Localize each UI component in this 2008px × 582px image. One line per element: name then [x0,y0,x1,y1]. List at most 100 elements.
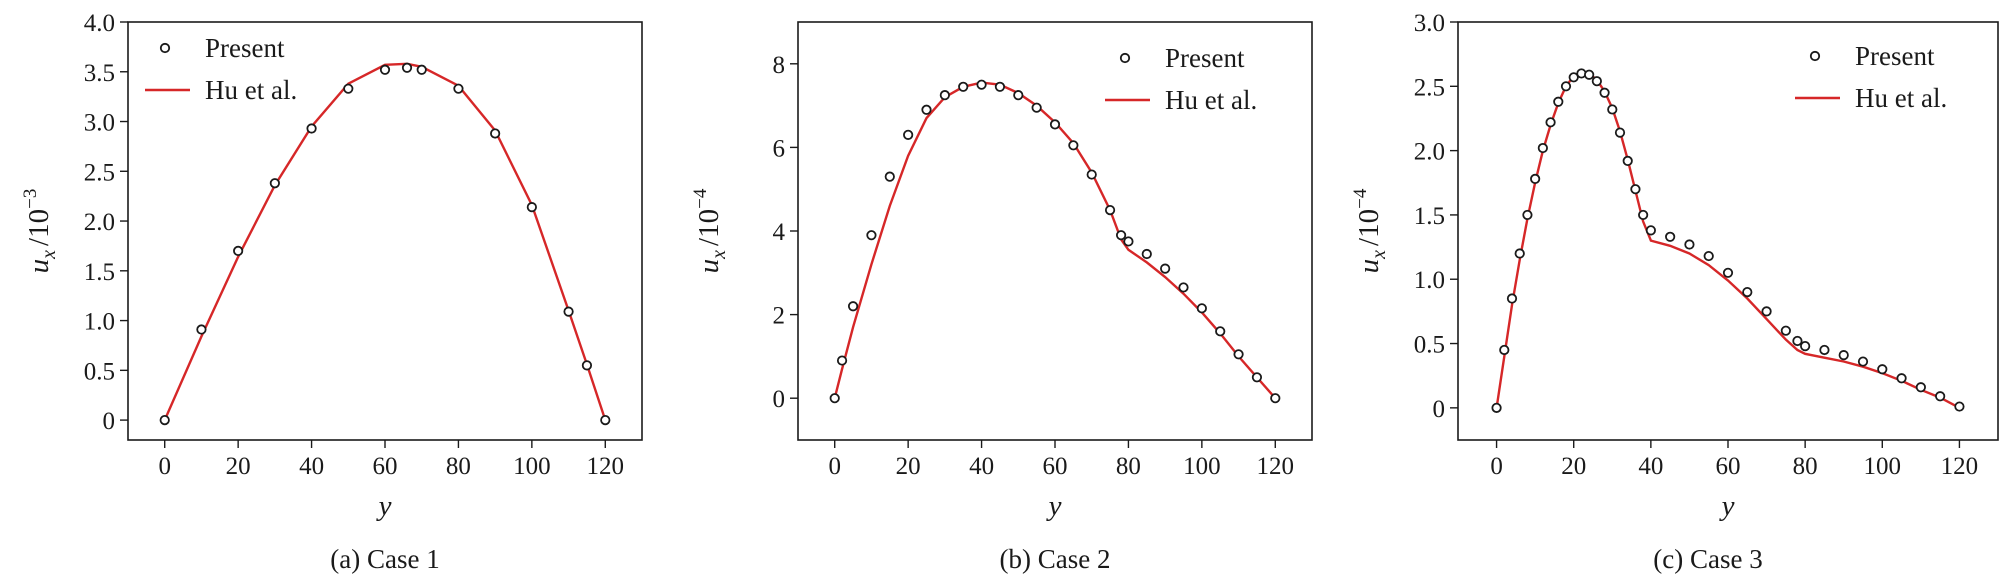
x-tick-label: 20 [226,453,251,480]
y-tick-label: 2.5 [84,159,115,186]
y-tick-label: 0 [773,386,786,413]
data-point-present [829,393,840,404]
data-point-present [1530,173,1541,185]
data-point-present [866,230,877,241]
x-tick-label: 60 [1716,453,1741,480]
data-point-present [884,171,895,182]
data-point-present [1780,325,1791,336]
y-axis-label-exponent: −4 [690,188,711,209]
data-point-present [921,104,932,115]
x-tick-label: 100 [1864,453,1902,480]
x-tick-label: 0 [1490,453,1503,480]
x-tick-label: 0 [158,453,171,480]
data-point-present [1665,231,1676,242]
data-point-present [958,81,969,92]
y-axis-label-unit: /10 [1353,209,1385,246]
data-point-present [1049,119,1061,130]
data-point-present [1622,155,1633,167]
y-tick-label: 0.5 [84,358,115,385]
data-point-present [379,64,391,75]
data-point-present [1491,402,1502,413]
legend-label: Hu et al. [205,75,297,105]
data-point-present [1160,263,1171,274]
data-point-present [1638,209,1649,221]
data-point-present [1251,372,1263,383]
data-point-present [401,62,413,73]
y-axis-label-subscript: x [1368,250,1390,260]
data-point-present [1178,282,1189,293]
y-tick-label: 1.0 [84,309,115,336]
data-point-present [306,123,317,134]
y-axis-label: ux/10−4 [1350,188,1390,273]
legend: Present Hu et al. [1105,43,1257,115]
data-point-present [196,324,207,335]
legend-marker-present [159,42,171,54]
y-tick-label: 1.5 [1414,203,1445,230]
data-point-present [1031,102,1042,113]
x-tick-label: 80 [1793,453,1818,480]
data-point-present [159,414,170,426]
data-point-present [1522,209,1533,221]
y-tick-label: 2 [773,303,786,330]
series-line-hu-et-al [163,62,607,421]
data-point-present [1568,72,1579,83]
data-point-present [1086,169,1097,180]
x-axis-label: y [376,490,392,522]
data-point-present [1584,69,1595,80]
series-line-hu-et-al [833,81,1277,399]
y-axis-label-exponent: −4 [1350,188,1371,209]
data-point-present [1499,344,1510,356]
data-point-present [1722,267,1734,278]
x-axis-label: y [1719,490,1735,522]
data-point-present [1068,140,1079,151]
y-tick-label: 3.5 [84,60,115,87]
y-tick-label: 8 [773,52,786,79]
data-point-present [1215,326,1226,337]
legend-label: Present [1855,41,1935,71]
legend-label: Present [205,33,285,63]
y-axis-label-subscript: x [708,250,730,260]
x-tick-label: 40 [1638,453,1663,480]
chart-panel-2: 0 20 40 60 80 100 120 0 2 4 6 8 y ux/10−4 Present Hu et… [690,21,1313,574]
y-tick-label: 2.0 [84,209,115,236]
data-point-present [1857,356,1869,367]
legend-marker-present [1119,52,1131,64]
data-point-present [1104,205,1116,216]
data-point-present [1819,344,1830,356]
panel-caption: (b) Case 2 [1000,544,1111,574]
data-point-present [1761,306,1772,317]
data-point-present [1792,335,1803,347]
legend-marker-present [1809,50,1821,62]
data-point-present [1742,286,1753,298]
data-point-present [1013,90,1024,101]
data-point-present [836,355,848,366]
data-point-present [1591,76,1602,87]
y-tick-label: 4.0 [84,10,115,37]
y-tick-label: 1.5 [84,259,115,286]
data-point-present [600,414,611,426]
data-point-present [1838,350,1849,361]
y-tick-label: 0 [1433,396,1446,423]
x-tick-label: 80 [446,453,471,480]
y-axis-label-unit: /10 [693,209,725,246]
y-axis-label-symbol: u [23,259,55,274]
data-point-present [1614,127,1626,138]
data-point-present [1800,341,1811,352]
data-point-present [1115,230,1127,241]
y-tick-label: 6 [773,135,786,162]
data-point-present [994,81,1006,92]
data-point-present [1196,303,1207,314]
data-point-present [1537,142,1548,154]
data-point-present [1877,364,1888,375]
data-point-present [1123,236,1134,247]
y-axis-label-subscript: x [38,250,60,260]
data-point-present [1560,81,1572,92]
data-point-present [343,83,354,94]
data-point-present [1935,391,1946,402]
y-tick-label: 0.5 [1414,332,1445,359]
data-point-present [1599,87,1610,98]
x-tick-label: 120 [1941,453,1979,480]
y-axis-label-exponent: −3 [20,189,41,209]
legend-label: Hu et al. [1855,83,1947,113]
